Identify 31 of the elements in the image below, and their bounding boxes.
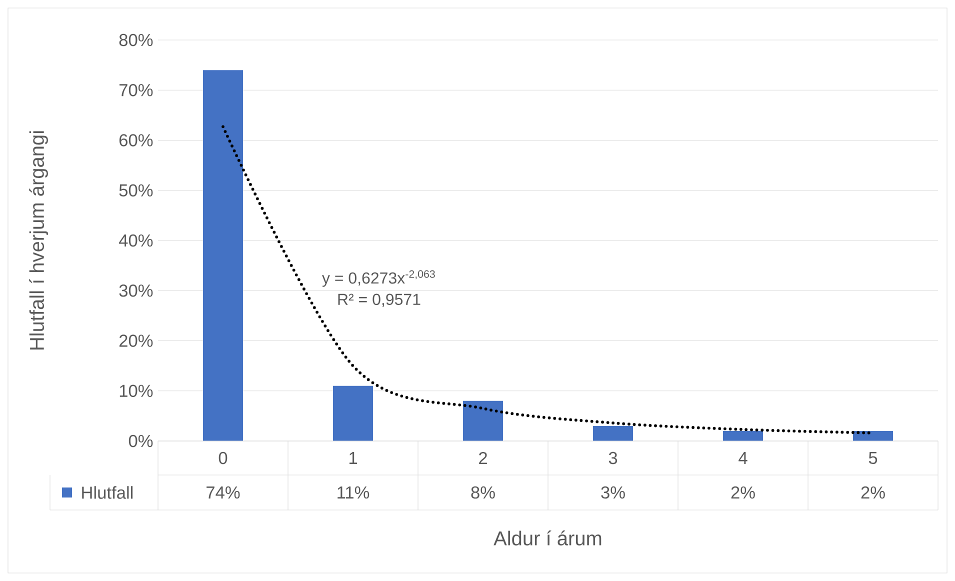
y-tick-label: 40%	[118, 234, 153, 247]
x-tick-label: 0	[218, 452, 228, 464]
x-tick-label: 5	[868, 452, 878, 464]
x-axis-title: Aldur í árum	[494, 530, 602, 546]
y-tick-label: 70%	[119, 84, 153, 96]
y-tick-label: 0%	[128, 434, 153, 448]
y-tick-label: 30%	[119, 284, 153, 297]
y-tick-label: 20%	[119, 334, 153, 347]
data-label: 74%	[206, 486, 240, 499]
data-label: 11%	[338, 486, 370, 499]
x-tick-label: 4	[738, 452, 748, 464]
bar	[203, 70, 244, 441]
data-label: 2%	[731, 486, 755, 499]
x-tick-label: 1	[350, 452, 357, 464]
bar	[593, 426, 634, 441]
data-label: 2%	[861, 486, 885, 499]
bar	[723, 430, 764, 441]
x-tick-label: 2	[479, 452, 487, 464]
data-label: 8%	[471, 486, 495, 499]
annotation: y = 0,6273x$^{-2,063}$	[322, 270, 435, 287]
y-axis-title: Hlutfall í hverjum árgangi	[29, 131, 48, 350]
bar	[463, 400, 503, 441]
y-tick-label: 10%	[120, 384, 153, 398]
x-tick-label: 3	[608, 452, 618, 464]
annotation: R² = 0,9571	[338, 294, 420, 307]
y-tick-label: 60%	[119, 134, 153, 146]
legend-label: Hlutfall	[82, 486, 133, 499]
y-tick-label: 80%	[119, 34, 153, 46]
y-tick-label: 50%	[119, 184, 153, 197]
data-label: 3%	[601, 486, 625, 499]
bar	[333, 386, 374, 441]
